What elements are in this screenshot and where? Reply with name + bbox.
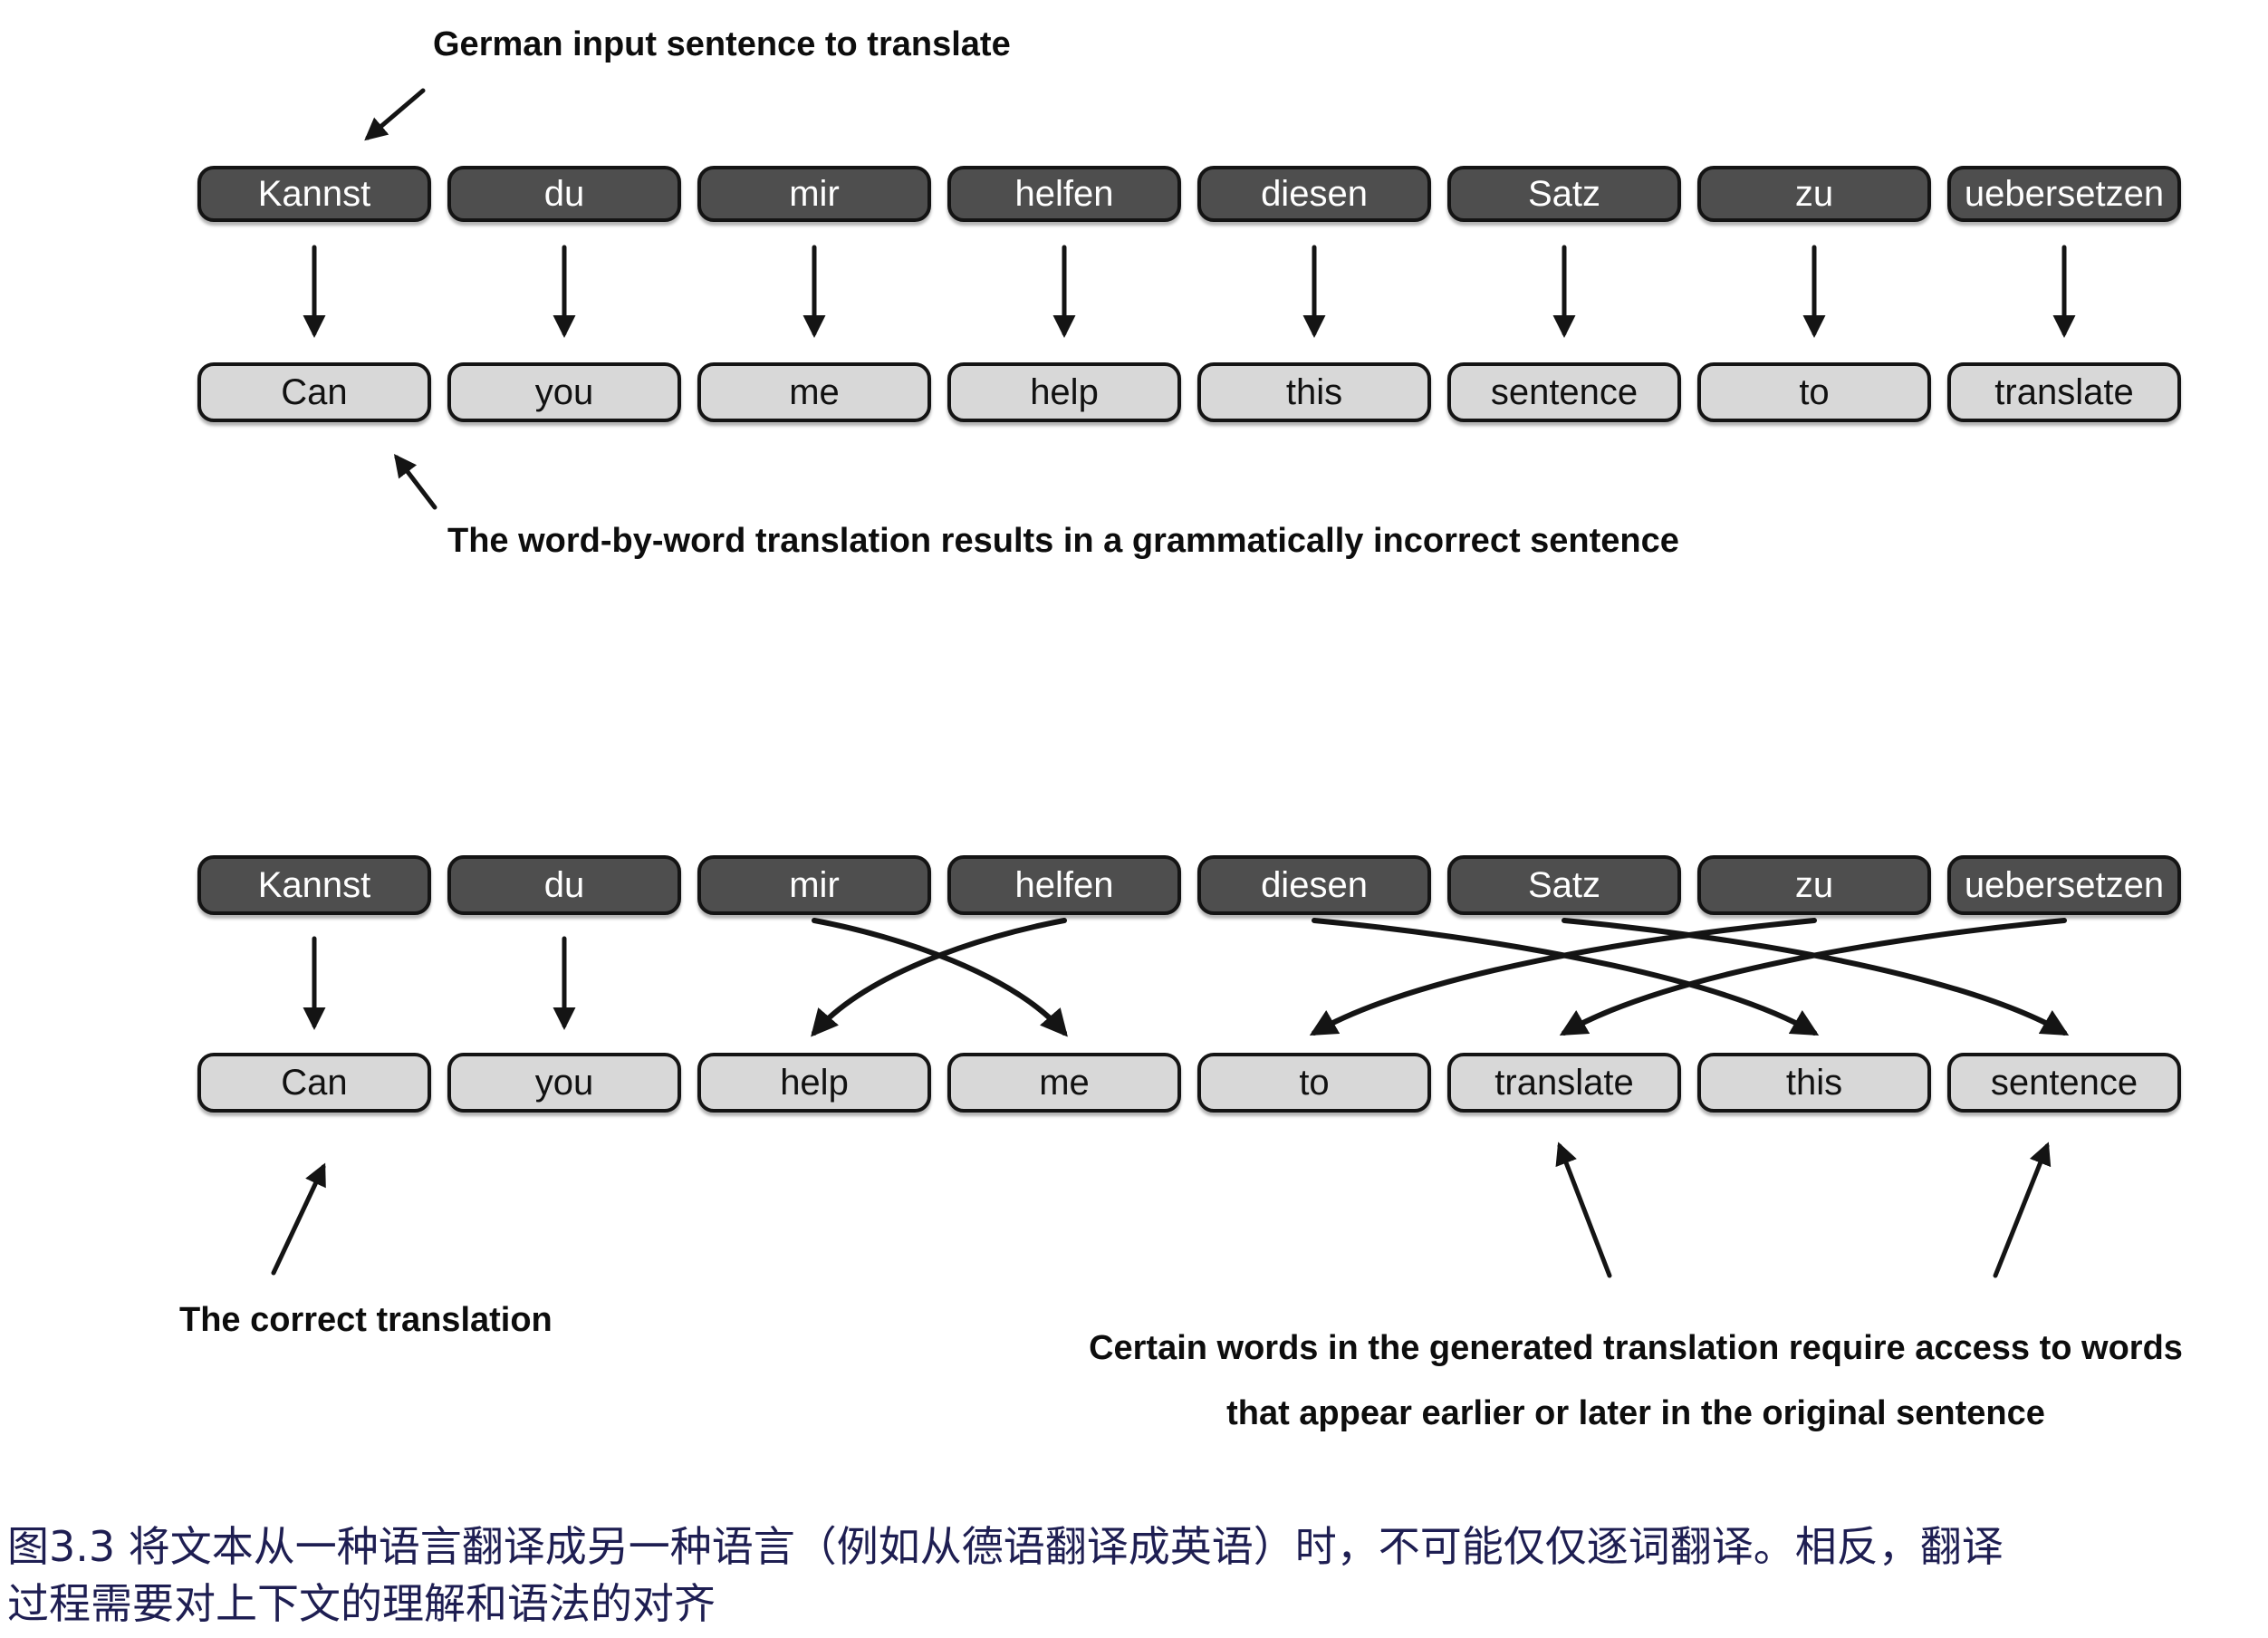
pointer-context-sentence bbox=[1993, 1142, 2052, 1278]
pointer-word-by-word bbox=[393, 454, 437, 510]
english-word-box: me bbox=[947, 1053, 1181, 1113]
pointer-german-input bbox=[364, 88, 426, 141]
english-word-box: help bbox=[697, 1053, 931, 1113]
german-word-box: Kannst bbox=[197, 166, 431, 222]
german-word-box: zu bbox=[1697, 855, 1931, 915]
german-word-box: uebersetzen bbox=[1947, 166, 2181, 222]
english-word-box: you bbox=[447, 362, 681, 422]
pointer-context-translate bbox=[1555, 1142, 1612, 1278]
german-word-box: diesen bbox=[1197, 855, 1431, 915]
annotation-word-by-word: The word-by-word translation results in … bbox=[447, 522, 1679, 560]
english-word-box: sentence bbox=[1947, 1053, 2181, 1113]
german-word-box: Satz bbox=[1447, 855, 1681, 915]
english-word-box: me bbox=[697, 362, 931, 422]
english-word-box: help bbox=[947, 362, 1181, 422]
german-word-box: helfen bbox=[947, 166, 1181, 222]
alignment-arrow-curved bbox=[1562, 918, 2070, 1036]
german-word-box: Kannst bbox=[197, 855, 431, 915]
english-word-box: you bbox=[447, 1053, 681, 1113]
english-word-box: Can bbox=[197, 1053, 431, 1113]
alignment-arrow-curved bbox=[812, 918, 1068, 1037]
english-word-box: translate bbox=[1947, 362, 2181, 422]
annotation-german-input: German input sentence to translate bbox=[433, 25, 1011, 63]
annotation-correct-translation: The correct translation bbox=[179, 1301, 553, 1339]
alignment-arrow-curved bbox=[1559, 918, 2067, 1036]
annotation-context-line-1: Certain words in the generated translati… bbox=[1089, 1329, 2183, 1367]
alignment-arrow-curved bbox=[811, 918, 1067, 1037]
figure-caption: 图3.3 将文本从一种语言翻译成另一种语言（例如从德语翻译成英语）时，不可能仅仅… bbox=[7, 1518, 2263, 1633]
english-word-box: to bbox=[1197, 1053, 1431, 1113]
pointer-correct-translation bbox=[271, 1162, 326, 1276]
english-word-box: translate bbox=[1447, 1053, 1681, 1113]
english-word-box: sentence bbox=[1447, 362, 1681, 422]
german-word-box: mir bbox=[697, 855, 931, 915]
german-word-box: du bbox=[447, 855, 681, 915]
german-word-box: helfen bbox=[947, 855, 1181, 915]
caption-line-1: 图3.3 将文本从一种语言翻译成另一种语言（例如从德语翻译成英语）时，不可能仅仅… bbox=[7, 1522, 2004, 1571]
german-word-box: uebersetzen bbox=[1947, 855, 2181, 915]
annotation-context-access: Certain words in the generated translati… bbox=[1002, 1315, 2268, 1446]
caption-line-2: 过程需要对上下文的理解和语法的对齐 bbox=[7, 1579, 716, 1629]
german-word-box: du bbox=[447, 166, 681, 222]
english-word-box: Can bbox=[197, 362, 431, 422]
annotation-context-line-2: that appear earlier or later in the orig… bbox=[1226, 1394, 2045, 1433]
german-word-box: mir bbox=[697, 166, 931, 222]
alignment-arrow-curved bbox=[1312, 918, 1820, 1036]
german-word-box: Satz bbox=[1447, 166, 1681, 222]
alignment-arrow-curved bbox=[1309, 918, 1817, 1036]
english-word-box: this bbox=[1697, 1053, 1931, 1113]
german-word-box: zu bbox=[1697, 166, 1931, 222]
german-word-box: diesen bbox=[1197, 166, 1431, 222]
english-word-box: this bbox=[1197, 362, 1431, 422]
english-word-box: to bbox=[1697, 362, 1931, 422]
